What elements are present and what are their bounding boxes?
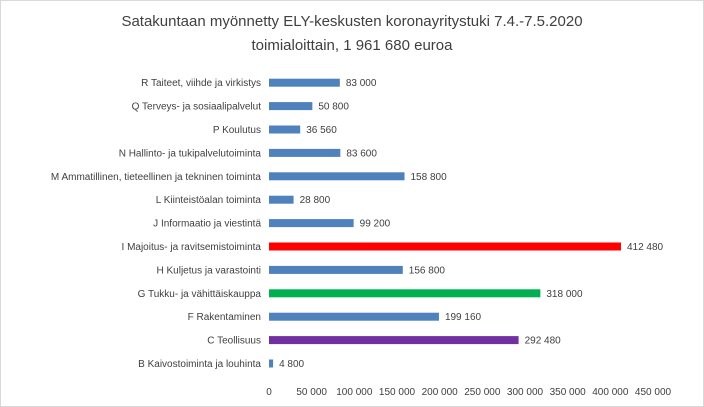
x-tick-label: 50 000 bbox=[296, 387, 327, 398]
category-label: L Kiinteistöalan toiminta bbox=[156, 195, 262, 206]
category-label: C Teollisuus bbox=[207, 336, 261, 347]
bar bbox=[269, 359, 274, 368]
category-label: F Rakentaminen bbox=[188, 312, 261, 323]
chart-title-line1: Satakuntaan myönnetty ELY-keskusten koro… bbox=[121, 13, 583, 30]
bar bbox=[269, 219, 354, 228]
category-label: Q Terveys- ja sosiaalipalvelut bbox=[132, 102, 262, 113]
bar bbox=[269, 172, 405, 181]
x-tick-label: 250 000 bbox=[464, 387, 501, 398]
category-label: H Kuljetus ja varastointi bbox=[157, 265, 262, 276]
x-tick-label: 400 000 bbox=[592, 387, 629, 398]
data-label: 318 000 bbox=[546, 289, 583, 300]
data-label: 36 560 bbox=[306, 125, 337, 136]
data-label: 83 000 bbox=[346, 78, 377, 89]
chart-title-line2: toimialoittain, 1 961 680 euroa bbox=[251, 37, 453, 54]
bar bbox=[269, 265, 403, 274]
bar bbox=[269, 289, 541, 298]
x-tick-label: 150 000 bbox=[379, 387, 416, 398]
x-tick-label: 300 000 bbox=[507, 387, 544, 398]
bar bbox=[269, 125, 301, 134]
x-tick-label: 100 000 bbox=[336, 387, 373, 398]
data-label: 4 800 bbox=[279, 359, 304, 370]
x-tick-label: 350 000 bbox=[550, 387, 587, 398]
data-label: 292 480 bbox=[525, 336, 562, 347]
bar bbox=[269, 148, 341, 157]
x-tick-label: 0 bbox=[266, 387, 272, 398]
category-label: P Koulutus bbox=[213, 125, 261, 136]
data-label: 412 480 bbox=[627, 242, 664, 253]
x-tick-label: 450 000 bbox=[635, 387, 672, 398]
bar bbox=[269, 336, 519, 345]
category-label: J Informaatio ja viestintä bbox=[153, 219, 261, 230]
x-tick-label: 200 000 bbox=[422, 387, 459, 398]
category-label: G Tukku- ja vähittäiskauppa bbox=[138, 289, 262, 300]
data-label: 158 800 bbox=[411, 172, 448, 183]
data-label: 83 600 bbox=[346, 148, 377, 159]
category-label: R Taiteet, viihde ja virkistys bbox=[141, 78, 261, 89]
bar bbox=[269, 312, 439, 321]
data-label: 156 800 bbox=[409, 265, 446, 276]
bar bbox=[269, 242, 621, 251]
category-label: N Hallinto- ja tukipalvelutoiminta bbox=[119, 148, 262, 159]
category-label: B Kaivostoiminta ja louhinta bbox=[138, 359, 261, 370]
bar bbox=[269, 102, 313, 111]
data-label: 99 200 bbox=[360, 219, 391, 230]
category-label: I Majoitus- ja ravitsemistoiminta bbox=[122, 242, 262, 253]
bar bbox=[269, 195, 294, 204]
data-label: 50 800 bbox=[318, 102, 349, 113]
data-label: 199 160 bbox=[445, 312, 482, 323]
bar bbox=[269, 78, 340, 87]
category-label: M Ammatillinen, tieteellinen ja tekninen… bbox=[51, 172, 262, 183]
data-label: 28 800 bbox=[300, 195, 331, 206]
